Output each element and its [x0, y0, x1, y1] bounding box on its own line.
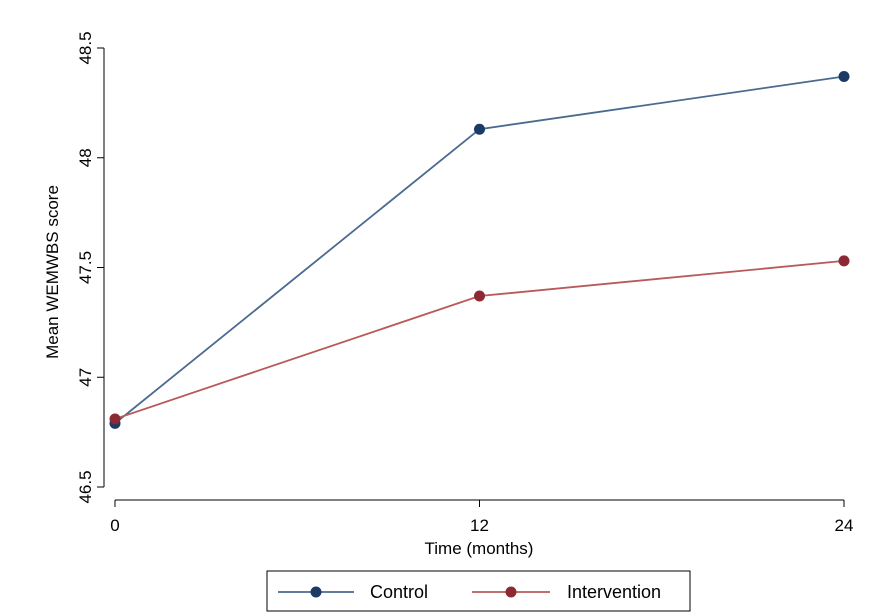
y-tick-label: 47.5	[76, 251, 95, 284]
legend-marker-intervention	[505, 586, 517, 598]
y-tick-label: 48.5	[76, 31, 95, 64]
x-tick-label: 12	[470, 516, 489, 535]
x-axis-title: Time (months)	[425, 539, 534, 558]
data-point-intervention	[838, 255, 850, 267]
x-tick-label: 24	[835, 516, 854, 535]
data-point-control	[838, 71, 850, 83]
series-layer	[109, 71, 850, 429]
data-point-control	[474, 123, 485, 135]
legend-box	[266, 570, 691, 612]
data-point-intervention	[474, 290, 485, 302]
y-tick-label: 47	[76, 368, 95, 387]
y-tick-label: 48	[76, 148, 95, 167]
legend: Control Intervention	[266, 570, 691, 612]
legend-label-control: Control	[370, 582, 428, 602]
y-axis-title: Mean WEMWBS score	[43, 185, 62, 359]
axes: 46.5 47 47.5 48 48.5 0 12 24	[76, 31, 853, 535]
series-line-intervention	[114, 260, 845, 420]
legend-marker-control	[310, 586, 322, 598]
legend-label-intervention: Intervention	[567, 582, 661, 602]
y-tick-label: 46.5	[76, 470, 95, 503]
x-tick-label: 0	[110, 516, 119, 535]
data-point-intervention	[109, 413, 121, 425]
